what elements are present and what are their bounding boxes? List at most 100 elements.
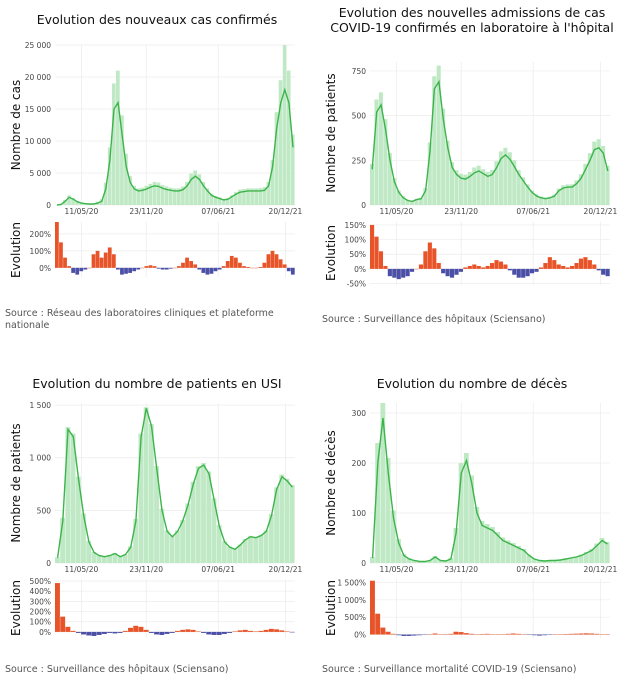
evolution-bar	[262, 262, 267, 268]
daily-bar	[216, 525, 222, 563]
daily-bar	[512, 160, 517, 205]
daily-bar	[589, 549, 594, 563]
evolution-bar	[164, 267, 169, 270]
daily-bar	[262, 187, 267, 205]
daily-bar	[221, 198, 226, 205]
daily-bar	[573, 556, 579, 563]
daily-bar	[458, 173, 463, 205]
daily-bar	[254, 188, 258, 205]
evo-tick-label: 200%	[30, 608, 51, 617]
evolution-bar	[227, 631, 233, 633]
evolution-bar	[209, 267, 214, 274]
daily-bar	[111, 83, 116, 205]
daily-bar	[418, 197, 423, 205]
evolution-bar	[484, 633, 490, 635]
daily-bar	[279, 474, 285, 563]
evolution-bar	[453, 631, 459, 635]
evolution-bar	[148, 265, 153, 268]
daily-bar	[107, 555, 112, 563]
daily-bar	[453, 528, 459, 563]
evolution-bar	[268, 628, 274, 632]
daily-bar	[443, 560, 448, 563]
evolution-bar	[128, 627, 133, 632]
evolution-bar	[197, 267, 202, 270]
evo-tick-label: 0%	[39, 628, 51, 637]
daily-bar	[117, 556, 123, 563]
evo-tick-label: 100%	[30, 618, 51, 627]
evolution-bar	[392, 268, 397, 278]
evolution-bar	[159, 631, 165, 635]
evolution-bar	[503, 264, 508, 269]
x-tick-label: 07/06/21	[201, 207, 235, 216]
daily-bar	[450, 162, 455, 205]
evolution-bar	[454, 268, 459, 275]
daily-bar	[289, 485, 295, 563]
evolution-bar	[512, 268, 517, 275]
daily-bar	[140, 187, 145, 205]
daily-bar	[596, 139, 601, 205]
daily-bar	[250, 188, 254, 205]
chart-title: Evolution du nombre de décès	[315, 376, 629, 391]
evolution-bar	[375, 613, 381, 635]
evolution-bar	[144, 266, 149, 268]
daily-bar	[169, 535, 175, 563]
evolution-bar	[445, 268, 450, 277]
y-tick-label: 0	[46, 201, 51, 210]
evolution-bar	[237, 630, 243, 632]
title-line: Evolution du nombre de décès	[376, 376, 568, 391]
evolution-bar	[387, 268, 392, 277]
evolution-bar	[380, 627, 386, 635]
daily-bar	[148, 424, 154, 563]
daily-bar	[583, 163, 588, 205]
daily-bar	[463, 174, 468, 205]
daily-bar	[156, 182, 161, 205]
evo-tick-label: 1 500%	[337, 578, 366, 587]
daily-bar	[63, 199, 67, 205]
evolution-bar	[510, 633, 516, 635]
daily-bar	[258, 534, 264, 563]
evolution-bar	[587, 260, 592, 269]
evolution-bar	[411, 634, 417, 636]
daily-bar	[122, 554, 128, 563]
evolution-bar	[573, 633, 579, 635]
daily-bar	[463, 453, 469, 563]
evolution-bar	[530, 268, 535, 274]
evolution-axis-label: Evolution	[9, 222, 23, 278]
evolution-bar	[154, 631, 160, 635]
x-tick-label: 07/06/21	[516, 565, 550, 574]
evo-tick-label: 300%	[30, 597, 51, 606]
x-tick-label: 20/12/21	[269, 207, 303, 216]
daily-bar	[592, 141, 597, 205]
evolution-bar	[55, 222, 59, 268]
daily-bar	[396, 190, 401, 205]
daily-bar	[552, 194, 557, 205]
daily-bar	[128, 176, 132, 205]
evolution-bar	[289, 631, 295, 633]
daily-bar	[185, 503, 191, 563]
evolution-bar	[521, 268, 526, 278]
daily-bar	[268, 514, 274, 563]
daily-bar	[263, 530, 269, 563]
evolution-bar	[185, 257, 189, 268]
title-line: Evolution du nombre de patients en USI	[32, 376, 282, 391]
daily-bar	[67, 195, 71, 205]
evolution-bar	[138, 626, 144, 632]
daily-bar	[448, 558, 454, 563]
evolution-bar	[416, 634, 422, 636]
evolution-bar	[531, 634, 537, 636]
evolution-bar	[60, 616, 66, 632]
daily-bar	[154, 466, 159, 563]
evolution-bar	[284, 631, 290, 632]
evolution-bar	[370, 580, 375, 635]
daily-bar	[454, 170, 459, 205]
daily-bar	[436, 65, 441, 205]
x-tick-label: 11/05/20	[380, 207, 414, 216]
evolution-bar	[542, 634, 548, 636]
daily-bar	[91, 551, 97, 563]
daily-bar	[370, 557, 375, 563]
daily-bar	[238, 189, 242, 205]
deaths-panel: Evolution du nombre de décès 0 100 200 300 1…	[315, 343, 629, 683]
evolution-bar	[253, 631, 259, 632]
x-tick-label: 23/11/20	[129, 565, 163, 574]
evolution-bar	[458, 632, 464, 635]
